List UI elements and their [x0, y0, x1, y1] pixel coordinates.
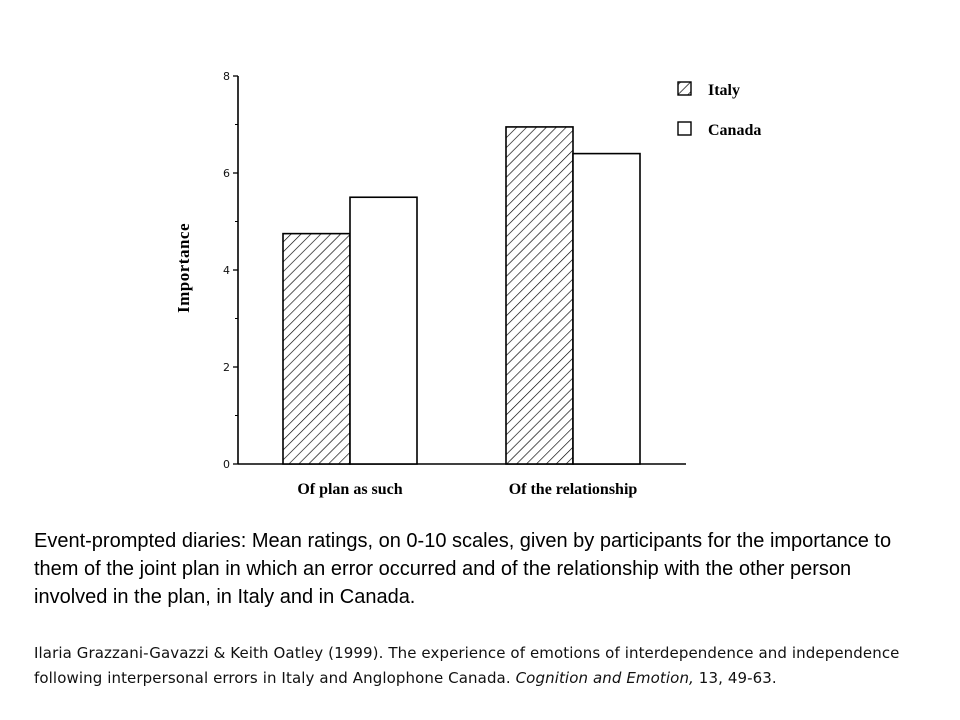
legend-swatch-canada	[677, 121, 692, 136]
legend-swatch-italy	[677, 81, 692, 96]
bar-canada-1	[349, 196, 418, 465]
x-category-label: Of the relationship	[509, 481, 638, 498]
bar-canada-2	[572, 152, 641, 465]
bar-italy-2	[505, 126, 574, 465]
legend-label-italy: Italy	[708, 82, 740, 99]
chart-bars	[282, 126, 641, 465]
citation-volume-pages: 13, 49-63.	[698, 669, 777, 687]
y-tick-label: 2	[223, 361, 230, 374]
chart-legend: Italy Canada	[677, 81, 761, 139]
y-tick-label: 8	[223, 70, 230, 83]
citation: Ilaria Grazzani-Gavazzi & Keith Oatley (…	[34, 641, 924, 691]
chart-labels: 0 2 4 6 8 Importance Of plan as such Of the rel…	[174, 70, 637, 498]
figure-caption: Event-prompted diaries: Mean ratings, on…	[34, 530, 892, 608]
legend-label-canada: Canada	[708, 122, 761, 139]
bar-chart: 0 2 4 6 8 Importance Of plan as such Of the rel…	[174, 70, 761, 498]
y-axis-title: Importance	[174, 223, 193, 313]
bar-italy-1	[282, 232, 351, 465]
citation-authors-title: Ilaria Grazzani-Gavazzi & Keith Oatley (…	[34, 644, 900, 687]
citation-journal: Cognition and Emotion,	[515, 669, 694, 687]
y-tick-label: 0	[223, 458, 230, 471]
y-tick-label: 4	[223, 264, 230, 277]
y-tick-label: 6	[223, 167, 230, 180]
x-category-label: Of plan as such	[297, 481, 402, 498]
